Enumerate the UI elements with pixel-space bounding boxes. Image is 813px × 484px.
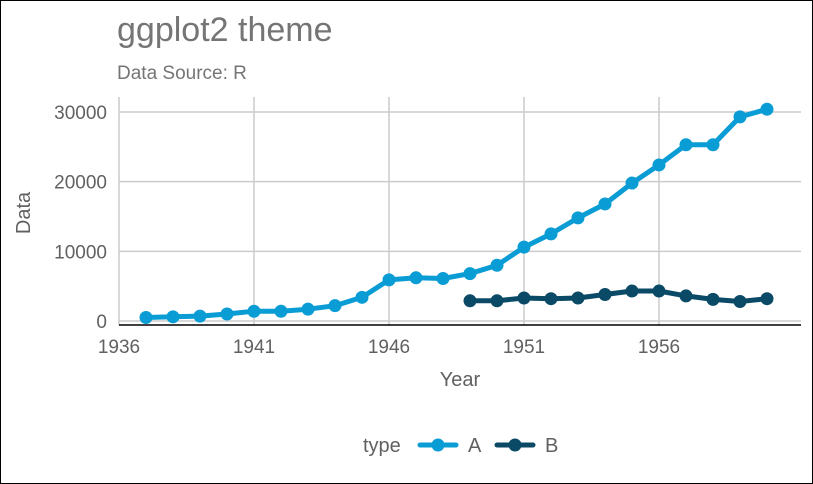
data-point-A xyxy=(652,158,666,172)
legend-label-B: B xyxy=(545,435,558,457)
data-point-A xyxy=(166,310,180,324)
data-point-A xyxy=(598,197,612,211)
x-tick-label: 1941 xyxy=(233,337,275,358)
data-point-A xyxy=(247,304,261,318)
data-point-B xyxy=(463,294,477,308)
x-axis-label: Year xyxy=(440,369,481,391)
data-point-A xyxy=(571,211,585,225)
data-point-A xyxy=(436,272,450,286)
data-point-A xyxy=(463,267,477,281)
chart-title: ggplot2 theme xyxy=(117,11,333,49)
data-point-B xyxy=(625,284,639,298)
data-point-A xyxy=(355,290,369,304)
y-tick-label: 20000 xyxy=(54,173,107,194)
data-point-B xyxy=(733,294,747,308)
data-point-A xyxy=(490,258,504,272)
data-point-A xyxy=(274,304,288,318)
legend-key-point-B xyxy=(508,438,522,452)
data-point-B xyxy=(679,289,693,303)
data-point-A xyxy=(625,176,639,190)
data-point-B xyxy=(517,291,531,305)
data-point-A xyxy=(733,110,747,124)
legend-key-point-A xyxy=(431,438,445,452)
legend-title: type xyxy=(363,435,401,457)
x-tick-label: 1946 xyxy=(368,337,410,358)
data-point-A xyxy=(220,307,234,321)
data-point-A xyxy=(301,302,315,316)
data-point-B xyxy=(652,284,666,298)
x-tick-label: 1956 xyxy=(638,337,680,358)
y-axis-label: Data xyxy=(13,191,35,234)
data-point-A xyxy=(328,299,342,313)
data-point-B xyxy=(544,292,558,306)
data-point-A xyxy=(517,240,531,254)
data-point-B xyxy=(490,294,504,308)
y-tick-label: 30000 xyxy=(54,103,107,124)
data-point-A xyxy=(193,309,207,323)
series-line-A xyxy=(143,106,770,320)
y-tick-label: 0 xyxy=(96,312,107,333)
x-tick-label: 1936 xyxy=(98,337,140,358)
x-tick-label: 1951 xyxy=(503,337,545,358)
data-point-B xyxy=(760,292,774,306)
y-tick-label: 10000 xyxy=(54,242,107,263)
data-point-A xyxy=(679,138,693,152)
data-point-A xyxy=(409,271,423,285)
data-point-B xyxy=(598,288,612,302)
data-point-B xyxy=(706,292,720,306)
data-point-A xyxy=(139,311,153,325)
data-point-A xyxy=(382,273,396,287)
data-point-A xyxy=(544,227,558,241)
data-point-B xyxy=(571,291,585,305)
data-point-A xyxy=(760,102,774,116)
legend-label-A: A xyxy=(468,435,482,457)
data-point-A xyxy=(706,138,720,152)
chart-subtitle: Data Source: R xyxy=(117,63,247,84)
series-line-B xyxy=(467,288,770,304)
